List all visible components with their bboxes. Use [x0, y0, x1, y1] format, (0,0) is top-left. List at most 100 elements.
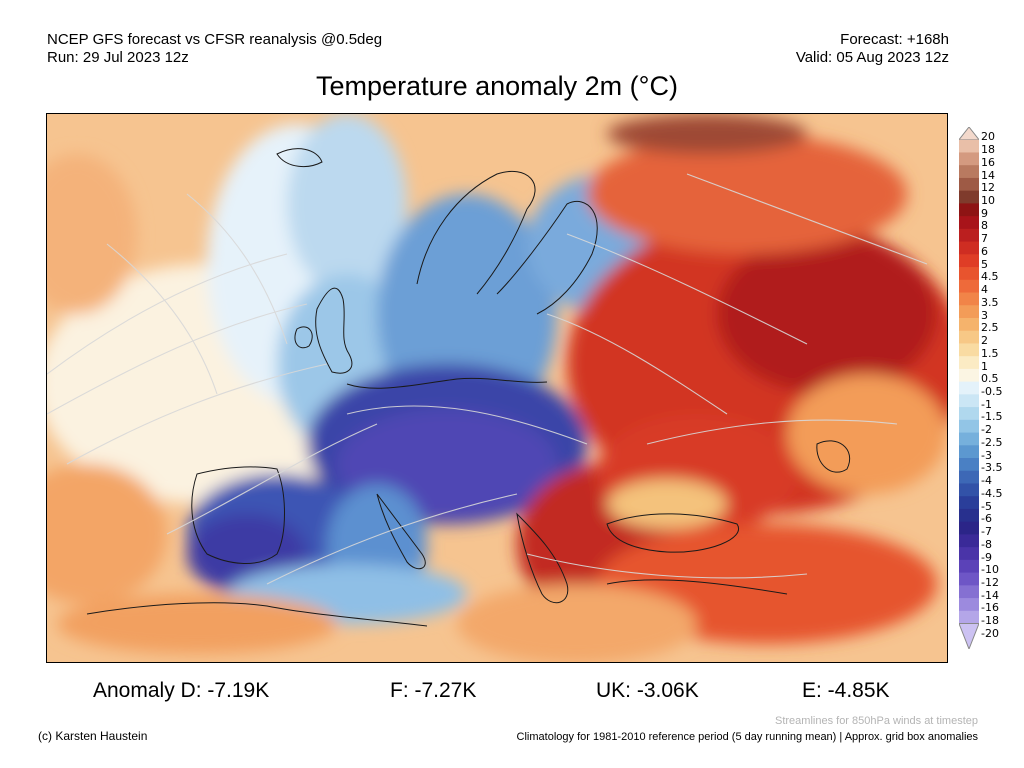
- run-line: Run: 29 Jul 2023 12z: [47, 49, 189, 66]
- colorbar-label: 2: [981, 334, 988, 348]
- colorbar-swatch: [959, 470, 979, 484]
- colorbar-swatch: [959, 381, 979, 395]
- colorbar-swatch: [959, 190, 979, 204]
- norway-outline: [416, 170, 536, 295]
- anomaly-france: F: -7.27K: [390, 679, 477, 702]
- colorbar: [959, 127, 979, 649]
- colorbar-label: -8: [981, 537, 992, 551]
- colorbar-label: 3.5: [981, 295, 999, 309]
- colorbar-swatch: [959, 547, 979, 561]
- colorbar-label: 4.5: [981, 270, 999, 284]
- black-sea-outline: [606, 513, 740, 553]
- colorbar-swatch: [959, 152, 979, 166]
- colorbar-label: 0.5: [981, 372, 999, 386]
- colorbar-label: -12: [981, 575, 999, 589]
- colorbar-swatch: [959, 216, 979, 230]
- streamlines-note: Streamlines for 850hPa winds at timestep: [775, 715, 978, 727]
- colorbar-swatch: [959, 521, 979, 535]
- colorbar-label: -3.5: [981, 461, 1003, 475]
- run-info: NCEP GFS forecast vs CFSR reanalysis @0.…: [47, 31, 382, 67]
- iberia-outline: [191, 466, 285, 564]
- colorbar-swatch: [959, 343, 979, 357]
- colorbar-label: 18: [981, 143, 995, 157]
- colorbar-swatch: [959, 534, 979, 548]
- country-anomalies: Anomaly D: -7.19K F: -7.27K UK: -3.06K E…: [0, 679, 1024, 709]
- colorbar-label: -18: [981, 614, 999, 628]
- colorbar-swatch: [959, 508, 979, 523]
- colorbar-label: -0.5: [981, 385, 1003, 398]
- colorbar-swatch: [959, 228, 979, 243]
- colorbar-swatch: [959, 165, 979, 179]
- colorbar-swatch: [959, 177, 979, 192]
- colorbar-label: -6: [981, 512, 992, 526]
- colorbar-swatch: [959, 432, 979, 446]
- colorbar-bottom-arrow: [959, 623, 979, 649]
- colorbar-swatch: [959, 483, 979, 497]
- colorbar-swatch: [959, 419, 979, 434]
- colorbar-label: -1: [981, 397, 992, 411]
- iceland-outline: [276, 148, 323, 167]
- colorbar-label: 3: [981, 308, 988, 322]
- anomaly-field: [47, 114, 947, 662]
- climatology-note: Climatology for 1981-2010 reference peri…: [516, 731, 978, 743]
- colorbar-swatch: [959, 610, 979, 625]
- colorbar-label: -10: [981, 563, 999, 577]
- colorbar-label: 12: [981, 181, 995, 195]
- colorbar-label: -2: [981, 423, 992, 437]
- colorbar-label: -14: [981, 588, 999, 602]
- colorbar-swatch: [959, 292, 979, 306]
- colorbar-swatch: [959, 572, 979, 586]
- colorbar-label: -4.5: [981, 486, 1003, 500]
- colorbar-label: -9: [981, 550, 992, 564]
- britain-outline: [315, 287, 353, 374]
- colorbar-label: -4: [981, 474, 992, 488]
- colorbar-label: -3: [981, 448, 992, 462]
- colorbar-swatch: [959, 585, 979, 599]
- colorbar-label: -20: [981, 626, 999, 640]
- colorbar-label: -7: [981, 525, 992, 539]
- colorbar-swatch: [959, 241, 979, 255]
- colorbar-swatch: [959, 407, 979, 421]
- colorbar-swatch: [959, 267, 979, 281]
- anomaly-england: E: -4.85K: [802, 679, 890, 702]
- colorbar-label: 8: [981, 219, 988, 233]
- wind-streamlines: [47, 173, 928, 585]
- colorbar-swatch: [959, 458, 979, 472]
- forecast-line: Forecast: +168h: [840, 31, 949, 48]
- colorbar-label: 6: [981, 244, 988, 258]
- balkans-outline: [516, 512, 569, 604]
- colorbar-label: -2.5: [981, 435, 1003, 449]
- colorbar-label: 1: [981, 359, 988, 373]
- colorbar-label: -16: [981, 601, 999, 615]
- anomaly-uk: UK: -3.06K: [596, 679, 699, 702]
- colorbar-label: 9: [981, 206, 988, 220]
- colorbar-swatch: [959, 496, 979, 510]
- colorbar-swatch: [959, 330, 979, 344]
- colorbar-label: 2.5: [981, 321, 999, 335]
- north-africa-outline: [86, 602, 428, 627]
- colorbar-swatch: [959, 559, 979, 574]
- map-title: Temperature anomaly 2m (°C): [316, 71, 678, 101]
- colorbar-swatch: [959, 356, 979, 370]
- ireland-outline: [294, 326, 313, 349]
- colorbar-label: 5: [981, 257, 988, 271]
- north-coast-outline: [346, 377, 548, 389]
- anomaly-map: [46, 113, 948, 663]
- model-line: NCEP GFS forecast vs CFSR reanalysis @0.…: [47, 31, 383, 48]
- caspian-outline: [816, 440, 851, 473]
- forecast-info: Forecast: +168h Valid: 05 Aug 2023 12z: [796, 31, 949, 67]
- colorbar-swatch: [959, 203, 979, 217]
- colorbar-label: 14: [981, 168, 995, 182]
- colorbar-swatch: [959, 305, 979, 319]
- colorbar-label: 4: [981, 283, 988, 297]
- colorbar-swatch: [959, 368, 979, 383]
- colorbar-swatch: [959, 139, 979, 153]
- anomaly-germany: Anomaly D: -7.19K: [93, 679, 270, 702]
- colorbar-label: -5: [981, 499, 992, 513]
- coastlines: [86, 148, 851, 627]
- colorbar-label: 10: [981, 194, 995, 208]
- colorbar-label: -1.5: [981, 410, 1003, 424]
- colorbar-swatch: [959, 254, 979, 268]
- colorbar-swatch: [959, 317, 979, 332]
- anatolia-outline: [606, 579, 788, 595]
